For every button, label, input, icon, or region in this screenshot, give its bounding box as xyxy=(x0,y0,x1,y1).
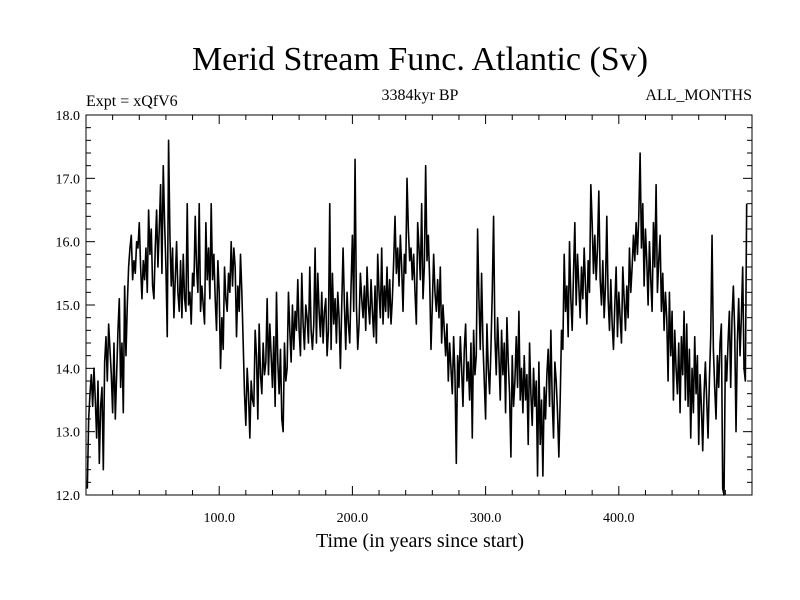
y-tick-label: 18.0 xyxy=(56,109,81,124)
months-label: ALL_MONTHS xyxy=(645,87,752,104)
x-axis: 100.0 200.0 300.0 400.0 xyxy=(112,115,726,526)
y-tick-label: 16.0 xyxy=(56,236,81,251)
series-layer xyxy=(86,139,748,496)
x-tick-label: 100.0 xyxy=(203,511,235,526)
x-axis-label: Time (in years since start) xyxy=(316,530,524,552)
y-tick-label: 15.0 xyxy=(56,299,81,314)
y-axis: 12.0 13.0 14.0 15.0 16.0 17.0 18.0 xyxy=(56,109,752,504)
epoch-label: 3384kyr BP xyxy=(382,87,459,104)
y-tick-label: 13.0 xyxy=(56,426,81,441)
y-tick-label: 12.0 xyxy=(56,489,81,504)
plot-frame xyxy=(85,114,753,496)
y-tick-label: 14.0 xyxy=(56,362,81,377)
experiment-label: Expt = xQfV6 xyxy=(86,93,178,110)
series-line-1 xyxy=(86,139,748,496)
x-tick-label: 400.0 xyxy=(603,511,635,526)
y-tick-label: 17.0 xyxy=(56,172,81,187)
chart-title: Merid Stream Func. Atlantic (Sv) xyxy=(192,41,648,78)
x-tick-label: 200.0 xyxy=(337,511,369,526)
x-tick-label: 300.0 xyxy=(470,511,502,526)
